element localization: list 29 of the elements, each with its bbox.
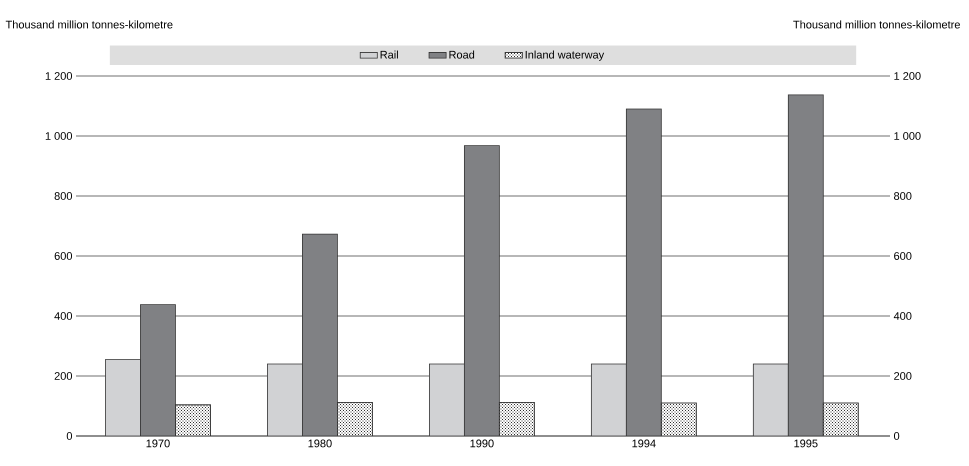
bar (428, 364, 465, 436)
y2-axis-title: Thousand million tonnes-kilometre (793, 20, 960, 28)
y-tick-label: 1 000 (46, 132, 72, 140)
x-tick-label: 1980 (308, 440, 332, 448)
legend-label: Rail (380, 50, 398, 59)
x-tick-label: 1990 (470, 440, 494, 448)
y2-tick-label: 600 (894, 252, 912, 260)
legend-label: Inland waterway (526, 50, 604, 61)
x-tick-label: 1995 (794, 440, 818, 448)
y-tick-label: 200 (54, 372, 72, 380)
y2-tick-label: 800 (894, 192, 912, 200)
x-tick-label: 1970 (146, 440, 170, 448)
x-tick-label: 1994 (632, 440, 656, 448)
y-tick-label: 800 (54, 192, 72, 200)
y-tick-label: 0 (66, 432, 72, 440)
y-tick-label: 400 (54, 312, 72, 320)
bar (105, 359, 141, 436)
y-tick-label: 600 (54, 252, 72, 260)
y2-tick-label: 1 200 (894, 72, 921, 80)
bar (267, 364, 303, 436)
bar (752, 364, 789, 436)
bar (590, 364, 627, 436)
y2-tick-label: 0 (894, 432, 900, 440)
y-tick-label: 1 200 (46, 72, 72, 80)
y-axis-title: Thousand million tonnes-kilometre (6, 20, 173, 28)
y2-tick-label: 1 000 (894, 132, 921, 140)
y2-tick-label: 400 (894, 312, 912, 320)
legend-label: Road (449, 50, 474, 59)
y2-tick-label: 200 (894, 372, 912, 380)
